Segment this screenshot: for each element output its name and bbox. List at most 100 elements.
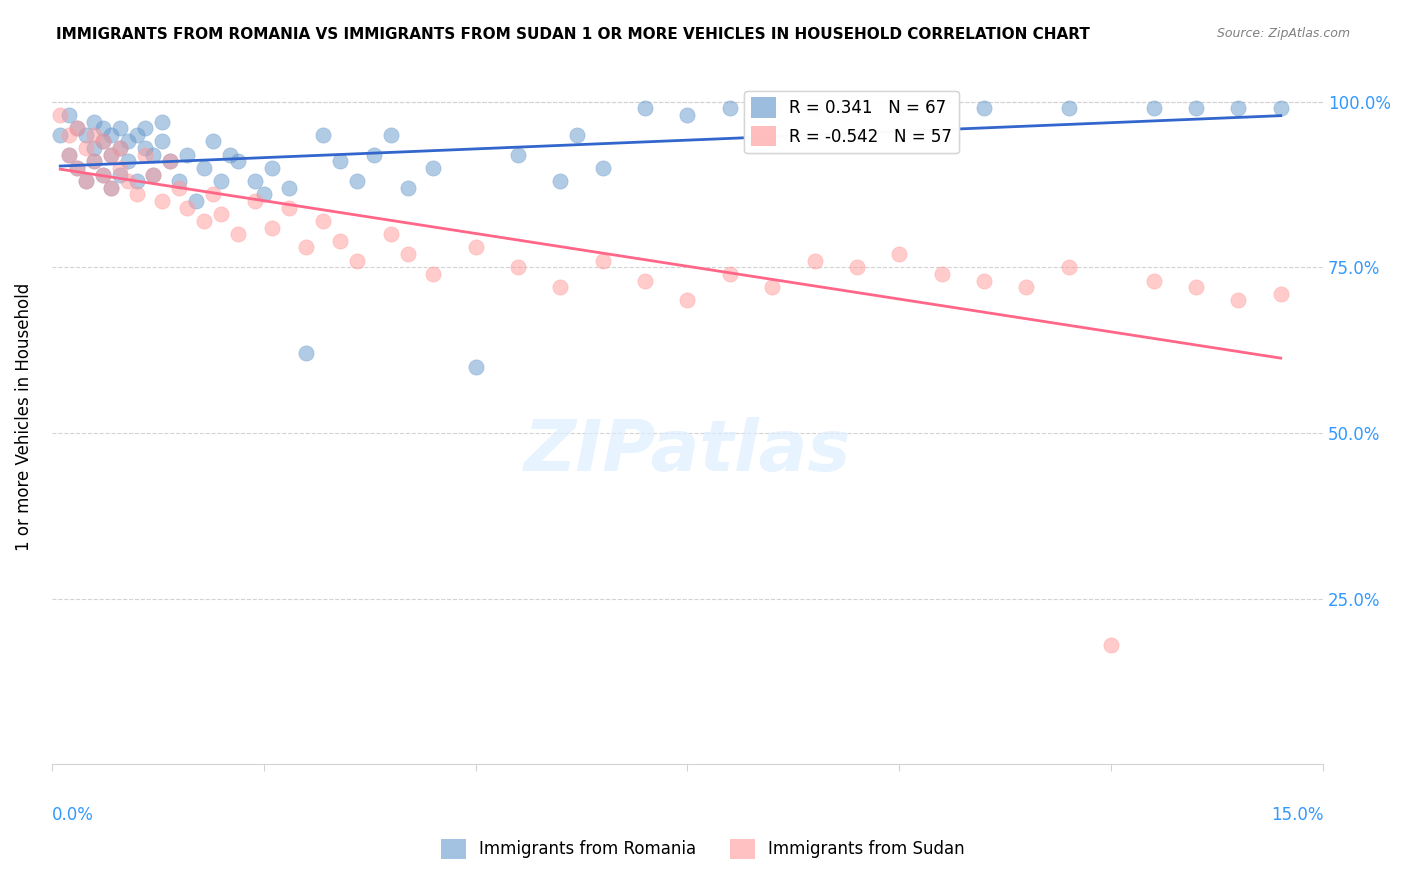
Point	[1142, 274, 1164, 288]
Point	[75, 128, 97, 142]
Point	[117, 174, 139, 188]
Point	[253, 187, 276, 202]
Point	[83, 154, 105, 169]
Point	[100, 128, 122, 142]
Point	[83, 141, 105, 155]
Point	[380, 128, 402, 142]
Point	[464, 359, 486, 374]
Point	[592, 161, 614, 175]
Point	[209, 174, 232, 188]
Point	[134, 147, 156, 161]
Point	[346, 174, 368, 188]
Point	[75, 174, 97, 188]
Point	[159, 154, 181, 169]
Point	[262, 161, 284, 175]
Point	[91, 135, 114, 149]
Point	[58, 128, 80, 142]
Point	[83, 114, 105, 128]
Point	[506, 260, 529, 275]
Point	[49, 128, 72, 142]
Point	[550, 280, 572, 294]
Point	[718, 101, 741, 115]
Point	[278, 181, 301, 195]
Point	[312, 214, 335, 228]
Point	[142, 147, 165, 161]
Point	[125, 187, 148, 202]
Point	[100, 181, 122, 195]
Point	[1270, 101, 1292, 115]
Point	[506, 147, 529, 161]
Point	[218, 147, 240, 161]
Point	[176, 147, 198, 161]
Point	[193, 214, 215, 228]
Text: ZIPatlas: ZIPatlas	[524, 417, 851, 485]
Point	[329, 234, 352, 248]
Point	[100, 147, 122, 161]
Point	[464, 240, 486, 254]
Point	[91, 121, 114, 136]
Point	[1185, 280, 1208, 294]
Point	[58, 147, 80, 161]
Point	[91, 168, 114, 182]
Point	[243, 194, 266, 208]
Point	[58, 147, 80, 161]
Point	[973, 101, 995, 115]
Point	[184, 194, 207, 208]
Point	[1057, 260, 1080, 275]
Point	[226, 154, 249, 169]
Point	[761, 101, 783, 115]
Point	[1015, 280, 1038, 294]
Point	[1227, 293, 1250, 308]
Point	[396, 181, 419, 195]
Point	[100, 147, 122, 161]
Point	[846, 260, 869, 275]
Point	[209, 207, 232, 221]
Point	[803, 253, 825, 268]
Point	[1142, 101, 1164, 115]
Point	[75, 174, 97, 188]
Point	[167, 181, 190, 195]
Point	[49, 108, 72, 122]
Point	[125, 128, 148, 142]
Point	[167, 174, 190, 188]
Point	[150, 135, 173, 149]
Point	[931, 267, 953, 281]
Point	[243, 174, 266, 188]
Point	[634, 101, 657, 115]
Point	[108, 161, 131, 175]
Point	[1099, 638, 1122, 652]
Point	[973, 274, 995, 288]
Point	[718, 267, 741, 281]
Point	[278, 201, 301, 215]
Point	[1185, 101, 1208, 115]
Point	[117, 135, 139, 149]
Point	[83, 154, 105, 169]
Point	[346, 253, 368, 268]
Text: Source: ZipAtlas.com: Source: ZipAtlas.com	[1216, 27, 1350, 40]
Point	[422, 161, 444, 175]
Point	[592, 253, 614, 268]
Point	[150, 194, 173, 208]
Point	[134, 121, 156, 136]
Point	[201, 135, 224, 149]
Point	[100, 181, 122, 195]
Point	[142, 168, 165, 182]
Point	[567, 128, 589, 142]
Point	[363, 147, 385, 161]
Point	[150, 114, 173, 128]
Point	[66, 121, 89, 136]
Point	[1227, 101, 1250, 115]
Point	[295, 240, 318, 254]
Point	[108, 141, 131, 155]
Point	[312, 128, 335, 142]
Point	[380, 227, 402, 242]
Text: 0.0%: 0.0%	[52, 806, 94, 824]
Point	[329, 154, 352, 169]
Point	[676, 293, 699, 308]
Point	[396, 247, 419, 261]
Point	[1057, 101, 1080, 115]
Point	[193, 161, 215, 175]
Point	[134, 141, 156, 155]
Point	[58, 108, 80, 122]
Point	[1270, 286, 1292, 301]
